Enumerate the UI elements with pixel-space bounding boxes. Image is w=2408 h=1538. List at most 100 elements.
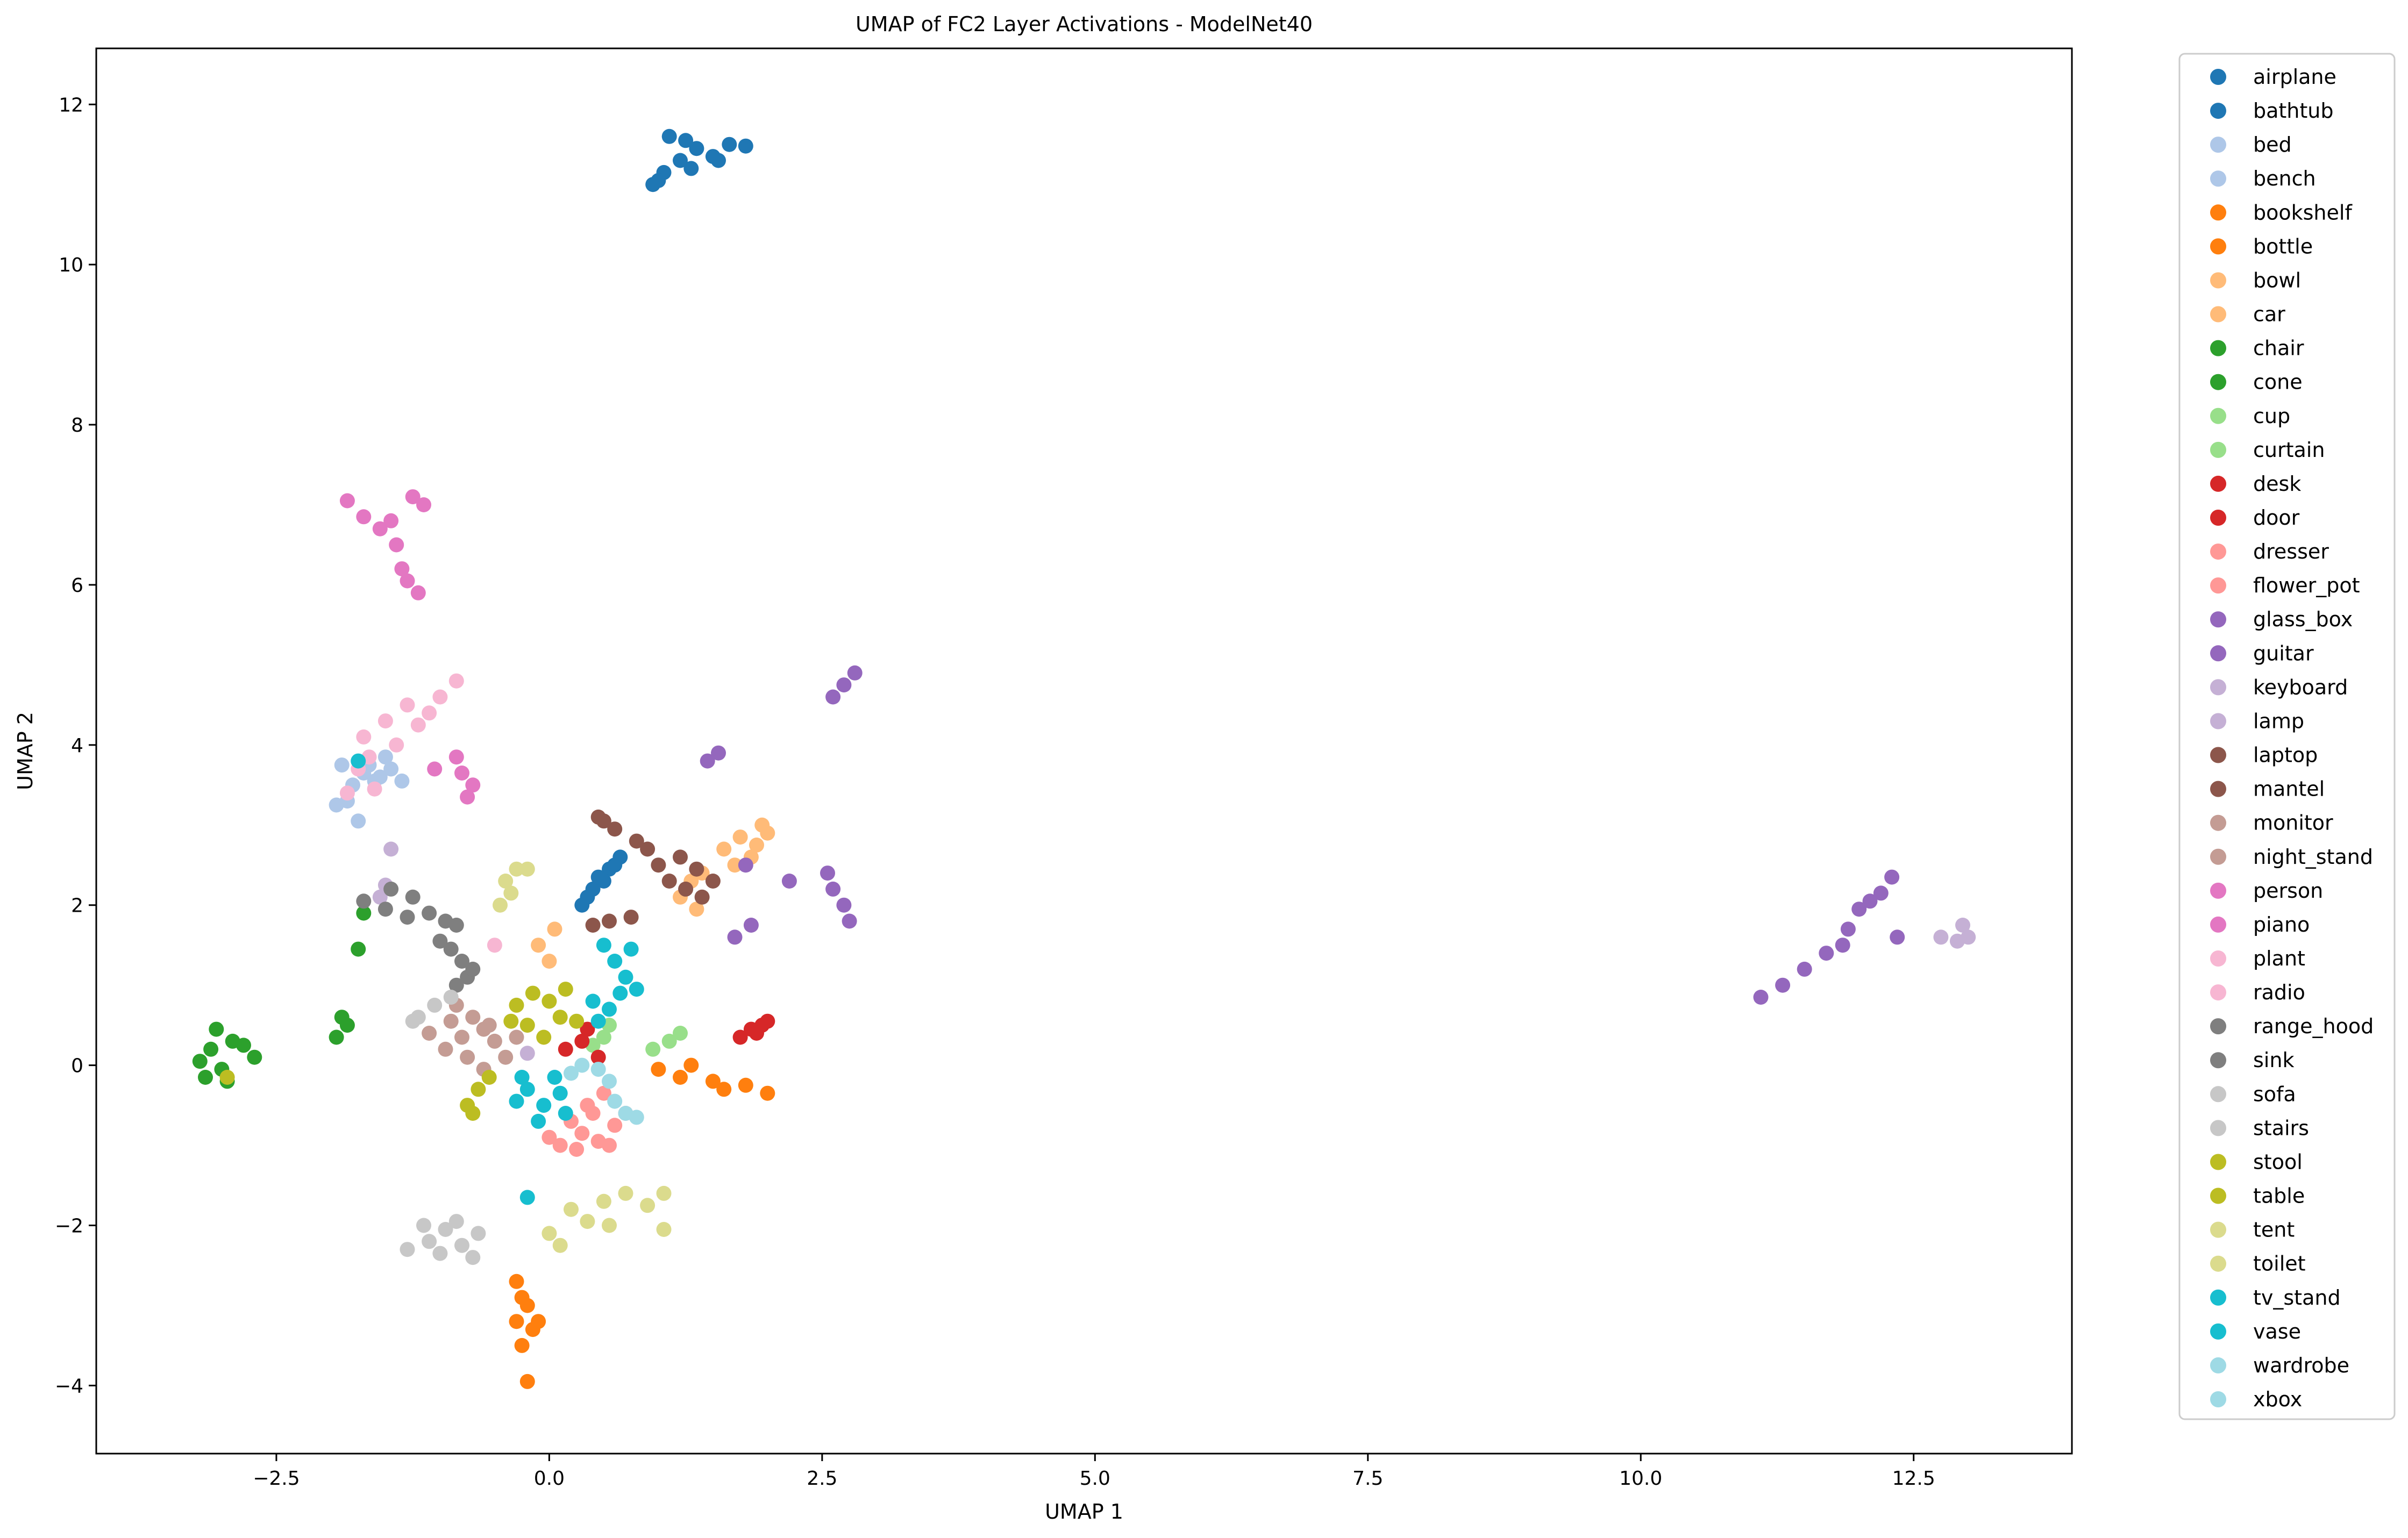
point-plant [448,673,464,689]
point-vase [552,1085,568,1101]
point-keyboard [1933,929,1949,945]
legend-label-flower_pot: flower_pot [2253,574,2360,597]
point-mantel [607,821,623,837]
point-mantel [602,913,617,929]
legend: airplane bathtub bed bench bookshelf bottle bo… [2210,65,2374,1411]
legend-marker-car [2210,306,2226,323]
point-guitar [847,665,863,681]
y-tick-label: −4 [55,1375,83,1397]
point-night_stand [509,1029,524,1045]
point-chair [198,1070,213,1085]
point-dresser [607,1118,623,1133]
legend-marker-xbox [2210,1391,2226,1407]
point-xbox [564,1065,579,1081]
point-wardrobe [629,1110,644,1125]
legend-marker-mantel [2210,781,2226,797]
point-person [389,537,404,553]
legend-marker-stool [2210,1154,2226,1170]
point-glass_box [1819,946,1834,961]
point-guitar [842,913,857,929]
point-guitar [738,857,753,873]
point-car [749,838,764,853]
legend-label-plant: plant [2253,947,2305,970]
point-flower_pot [552,1138,568,1153]
point-desk [732,1029,748,1045]
legend-label-lamp: lamp [2253,709,2304,733]
legend-label-cone: cone [2253,370,2303,394]
legend-label-chair: chair [2253,337,2304,360]
point-glass_box [1862,893,1878,909]
point-airplane [661,128,677,144]
legend-label-xbox: xbox [2253,1387,2302,1411]
y-axis-ticks: −4 −2 0 2 4 6 8 10 12 [55,94,96,1397]
point-airplane [673,153,688,168]
point-range_hood [377,902,393,917]
legend-marker-curtain [2210,441,2226,458]
point-table [509,997,524,1013]
point-table [569,1013,585,1029]
point-stool [219,1070,235,1085]
point-table [519,1018,535,1033]
legend-label-guitar: guitar [2253,641,2314,665]
point-flower_pot [596,1085,611,1101]
point-flower_pot [580,1098,595,1113]
point-xbox [590,1062,606,1077]
legend-label-tv_stand: tv_stand [2253,1286,2341,1310]
point-tv_stand [585,993,601,1009]
point-cone [351,941,366,957]
point-keyboard [1955,918,1970,933]
point-bench [372,769,388,785]
point-car [760,825,775,841]
legend-marker-laptop [2210,747,2226,763]
point-monitor [443,1013,459,1029]
legend-label-dresser: dresser [2253,540,2329,563]
legend-label-bottle: bottle [2253,234,2313,258]
legend-marker-glass_box [2210,611,2226,628]
point-table [503,1013,519,1029]
point-person [394,561,410,577]
point-bowl [542,954,557,969]
point-tent [640,1198,656,1213]
legend-label-sofa: sofa [2253,1082,2296,1106]
point-laptop [673,849,688,865]
point-xbox [602,1074,617,1089]
y-tick-label: 0 [71,1055,83,1077]
point-person [339,493,355,509]
legend-label-range_hood: range_hood [2253,1014,2374,1038]
point-guitar [781,874,797,889]
point-vase [536,1098,552,1113]
point-bottle [738,1077,753,1093]
point-toilet [503,885,519,901]
point-bowl [531,938,546,953]
legend-marker-piano [2210,916,2226,933]
legend-label-door: door [2253,506,2300,530]
legend-label-glass_box: glass_box [2253,607,2353,631]
legend-label-toilet: toilet [2253,1252,2306,1276]
legend-label-airplane: airplane [2253,65,2336,89]
point-bookshelf [509,1314,524,1329]
point-sink [448,977,464,993]
point-person [372,521,388,536]
point-vase [519,1082,535,1097]
legend-marker-stairs [2210,1120,2226,1136]
legend-label-bench: bench [2253,167,2316,190]
y-tick-label: 2 [71,895,83,917]
point-vase [351,753,366,769]
point-monitor [422,1026,437,1041]
point-lamp [372,889,388,905]
point-range_hood [356,893,372,909]
x-tick-label: −2.5 [253,1468,300,1490]
legend-label-keyboard: keyboard [2253,675,2348,699]
point-sink [443,941,459,957]
legend-marker-bookshelf [2210,204,2226,221]
point-plant [389,737,404,753]
point-flower_pot [542,1129,557,1145]
point-cup [596,1029,611,1045]
point-bottle [673,1070,688,1085]
point-mantel [590,809,606,825]
point-bench [334,757,350,773]
point-laptop [661,874,677,889]
point-laptop [651,857,666,873]
point-toilet [498,874,514,889]
